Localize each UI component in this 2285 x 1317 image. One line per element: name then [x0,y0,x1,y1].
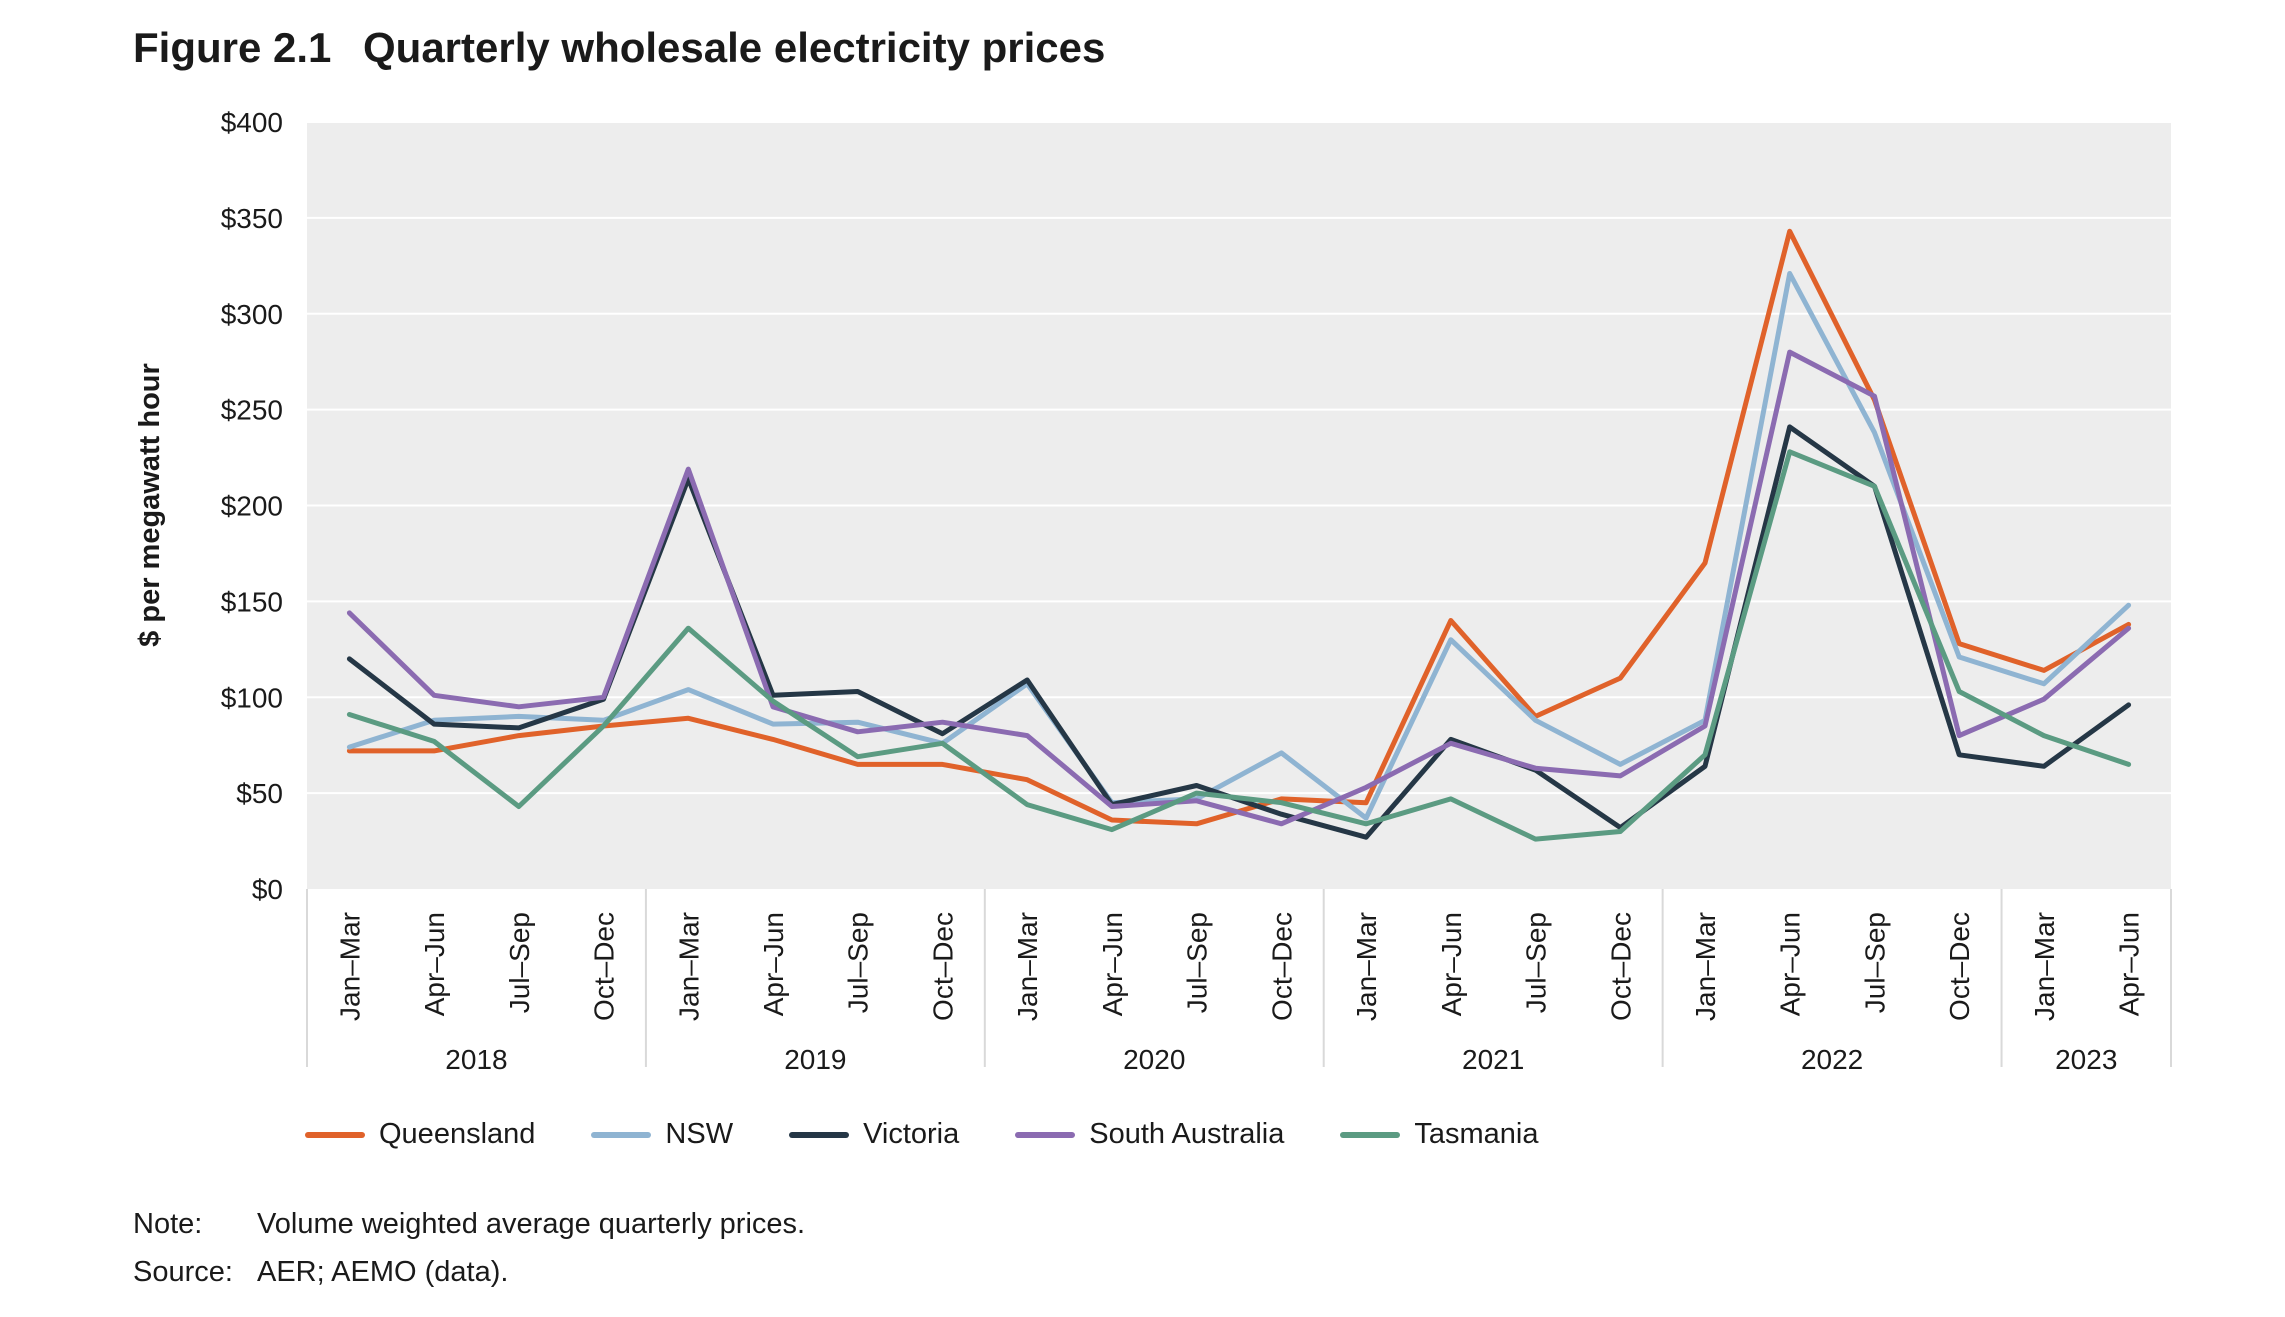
line-chart: $0 $50 $100 $150 $200 $250 $300 $350 $400 $ per … [134,107,2172,1075]
figure-number: Figure 2.1 [133,24,332,71]
x-tick-label: Jan–Mar [334,912,365,1021]
x-tick-label: Jul–Sep [843,912,874,1013]
year-label: 2020 [1123,1044,1185,1075]
legend-swatch [789,1131,850,1138]
legend-label: Queensland [379,1118,536,1150]
x-tick-label: Jul–Sep [1859,912,1890,1013]
series-line-south-australia [346,349,2132,827]
x-tick-label: Apr–Jun [758,912,789,1016]
x-tick-label: Jan–Mar [1351,912,1382,1021]
x-tick-label: Oct–Dec [1266,912,1297,1021]
y-tick-label: $50 [236,778,283,809]
x-tick-label: Jan–Mar [2029,912,2060,1021]
figure-title: Quarterly wholesale electricity prices [363,24,1106,71]
year-label: 2018 [445,1044,507,1075]
y-tick-label: $400 [221,107,283,138]
note-text: Volume weighted average quarterly prices… [257,1208,806,1240]
legend: Queensland NSW Victoria South Australia Tasm… [305,1118,1594,1151]
legend-swatch [1015,1131,1076,1138]
y-tick-label: $350 [221,203,283,234]
legend-item: Queensland [305,1118,535,1151]
x-tick-label: Jul–Sep [504,912,535,1013]
legend-label: Victoria [863,1118,960,1150]
x-tick-label: Jan–Mar [1012,912,1043,1021]
y-axis-ticks: $0 $50 $100 $150 $200 $250 $300 $350 $400 [221,107,283,905]
y-tick-label: $100 [221,682,283,713]
x-tick-label: Jul–Sep [1182,912,1213,1013]
legend-swatch [591,1131,652,1138]
legend-swatch [1340,1131,1401,1138]
legend-item: Victoria [789,1118,959,1151]
x-tick-label: Jan–Mar [673,912,704,1021]
x-tick-label: Apr–Jun [1775,912,1806,1016]
legend-label: South Australia [1089,1118,1285,1150]
x-tick-label: Oct–Dec [1605,912,1636,1021]
series-lines [346,228,2132,842]
source-text: AER; AEMO (data). [257,1256,509,1288]
x-tick-label: Apr–Jun [1097,912,1128,1016]
x-tick-label: Apr–Jun [1436,912,1467,1016]
year-label: 2021 [1462,1044,1524,1075]
series-line-tasmania [346,449,2132,842]
legend-label: Tasmania [1414,1118,1539,1150]
source-label: Source: [133,1256,233,1288]
legend-item: South Australia [1015,1118,1284,1151]
x-tick-label: Oct–Dec [1944,912,1975,1021]
year-label: 2019 [784,1044,846,1075]
year-label: 2023 [2055,1044,2117,1075]
x-tick-label: Apr–Jun [2114,912,2145,1016]
x-tick-label: Apr–Jun [419,912,450,1016]
legend-swatch [305,1131,365,1138]
y-axis-label: $ per megawatt hour [134,363,166,647]
x-tick-label: Oct–Dec [589,912,620,1021]
y-tick-label: $300 [221,299,283,330]
note-label: Note: [133,1208,203,1240]
x-tick-label: Oct–Dec [927,912,958,1021]
y-tick-label: $0 [252,874,283,905]
x-tick-label: Jan–Mar [1690,912,1721,1021]
legend-item: NSW [591,1118,733,1151]
x-tick-label: Jul–Sep [1521,912,1552,1013]
y-tick-label: $250 [221,395,283,426]
x-axis: Jan–Mar Apr–Jun Jul–Sep Oct–Dec Jan–Mar Apr–J… [306,889,2172,1075]
y-tick-label: $150 [221,586,283,617]
legend-label: NSW [665,1118,734,1150]
legend-item: Tasmania [1340,1118,1538,1151]
series-line-nsw [346,271,2132,821]
year-label: 2022 [1801,1044,1863,1075]
y-tick-label: $200 [221,491,283,522]
figure-notes: Note: Volume weighted average quarterly … [133,1200,805,1296]
figure-header: Figure 2.1 Quarterly wholesale electricit… [133,24,1105,84]
